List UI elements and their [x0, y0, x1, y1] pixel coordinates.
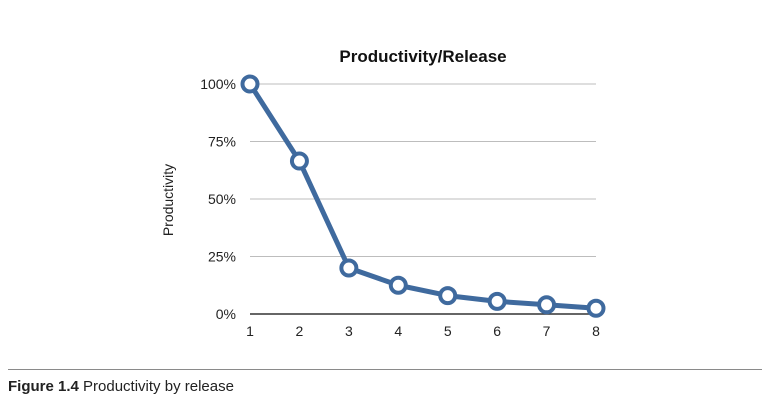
y-tick-label: 75% — [208, 134, 236, 150]
data-point — [438, 286, 458, 306]
y-axis-ticks: 0% 25% 50% 75% 100% — [200, 76, 236, 322]
y-axis-title: Productivity — [160, 164, 176, 236]
x-axis-ticks: 1 2 3 4 5 6 7 8 — [246, 323, 600, 339]
series-line — [247, 81, 599, 311]
data-point — [586, 298, 606, 318]
y-tick-label: 100% — [200, 76, 236, 92]
gridlines — [250, 83, 596, 315]
x-tick-label: 2 — [296, 323, 304, 339]
figure-caption: Figure 1.4 Productivity by release — [8, 378, 234, 395]
data-point — [240, 74, 260, 94]
x-tick-label: 1 — [246, 323, 254, 339]
x-tick-label: 7 — [543, 323, 551, 339]
y-tick-label: 25% — [208, 249, 236, 265]
y-tick-label: 50% — [208, 191, 236, 207]
x-tick-label: 3 — [345, 323, 353, 339]
x-tick-label: 8 — [592, 323, 600, 339]
data-point — [289, 151, 309, 171]
chart-title: Productivity/Release — [339, 47, 506, 66]
figure-label: Figure 1.4 — [8, 378, 79, 395]
figure-caption-text: Productivity by release — [83, 378, 234, 395]
data-point — [537, 295, 557, 315]
x-tick-label: 5 — [444, 323, 452, 339]
series-layer — [240, 74, 606, 318]
data-point — [388, 275, 408, 295]
line-chart: Productivity/Release Productivity 0% 25% 5… — [160, 47, 606, 339]
x-tick-label: 6 — [493, 323, 501, 339]
y-tick-label: 0% — [216, 306, 236, 322]
caption-divider — [8, 369, 762, 370]
data-point — [487, 291, 507, 311]
x-tick-label: 4 — [394, 323, 402, 339]
data-point — [339, 258, 359, 278]
